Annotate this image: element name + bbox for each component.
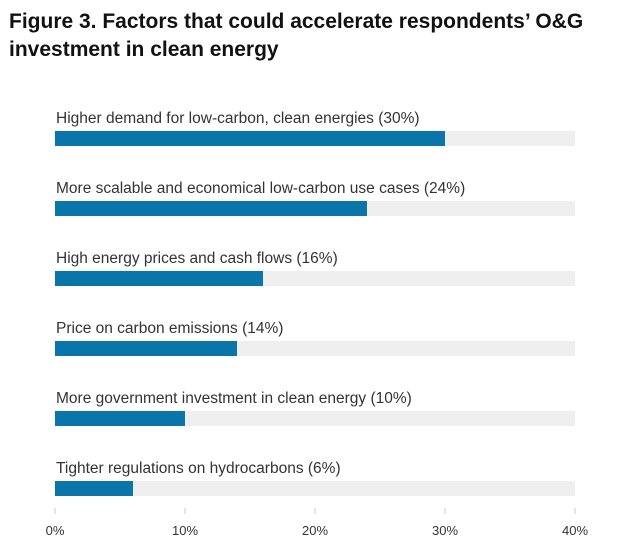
bar [55,201,367,216]
bar-label: Higher demand for low-carbon, clean ener… [56,110,420,127]
category-label: More scalable and economical low-carbon … [56,180,420,197]
bar-label: Price on carbon emissions (14%) [56,320,283,337]
category-label: Higher demand for low-carbon, clean ener… [56,110,374,127]
category-label: High energy prices and cash flows [56,250,292,267]
value-label: (30%) [378,110,419,127]
bar [55,131,445,146]
bar-label: High energy prices and cash flows (16%) [56,250,338,267]
category-label: Tighter regulations on hydrocarbons [56,460,304,477]
bar-track [55,481,575,496]
bar [55,341,237,356]
category-label: Price on carbon emissions [56,320,238,337]
value-label: (24%) [424,180,465,197]
value-label: (10%) [370,390,411,407]
x-tick-label: 40% [562,523,588,538]
bar-label: More scalable and economical low-carbon … [56,180,465,197]
value-label: (16%) [296,250,337,267]
bar-label: Tighter regulations on hydrocarbons (6%) [56,460,341,477]
bar [55,271,263,286]
value-label: (6%) [308,460,341,477]
value-label: (14%) [242,320,283,337]
chart-title: Figure 3. Factors that could accelerate … [9,10,584,61]
x-tick-label: 20% [302,523,328,538]
category-label: More government investment in clean ener… [56,390,366,407]
x-tick-label: 10% [172,523,198,538]
bar-label: More government investment in clean ener… [56,390,412,407]
x-tick-label: 0% [46,523,65,538]
bar [55,411,185,426]
bar [55,481,133,496]
x-tick-label: 30% [432,523,458,538]
